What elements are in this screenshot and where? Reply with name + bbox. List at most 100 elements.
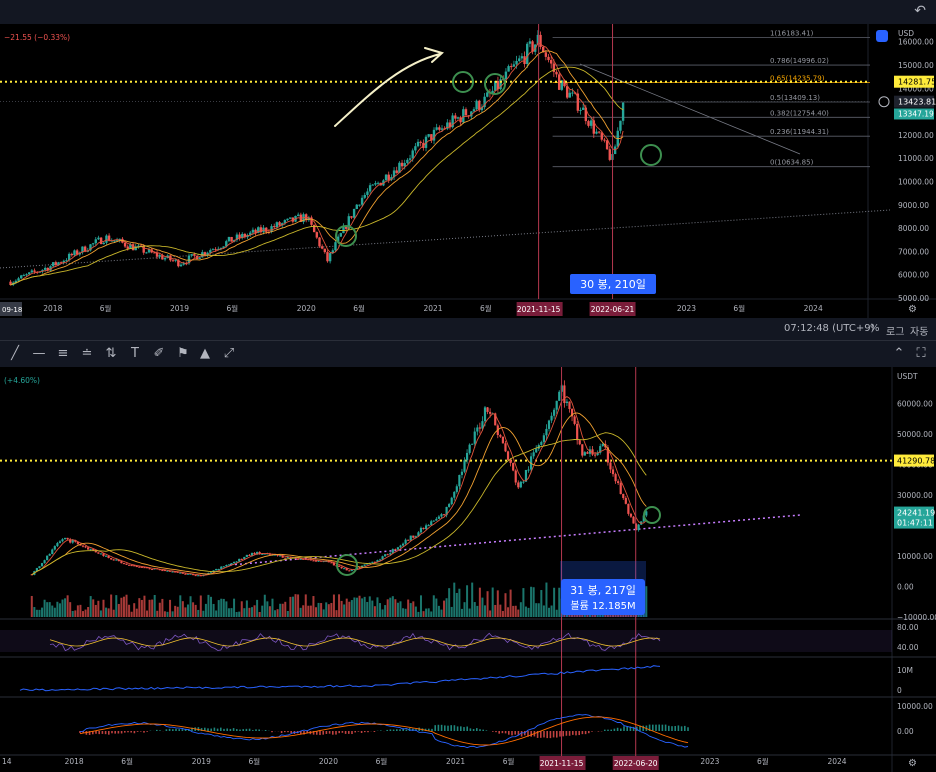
candle-body [273, 554, 277, 556]
x-tick-label: 6월 [248, 756, 260, 766]
candle-body [258, 552, 261, 555]
top-chart: 1(16183.41) 0.786(14996.02) 0.65(14235.79)… [0, 24, 936, 318]
candle-body [392, 170, 396, 178]
candle-body [409, 535, 412, 541]
macd-histogram-bar [341, 731, 344, 733]
candle-body [509, 459, 512, 464]
volume-bar [309, 605, 312, 617]
volume-bar [166, 611, 169, 617]
macd-histogram-bar [581, 731, 584, 735]
candle-body [40, 563, 44, 567]
candle-body [225, 564, 228, 567]
candle-body [565, 86, 569, 98]
x-tick-label: 2023 [700, 757, 719, 766]
macd-histogram-bar [136, 731, 139, 732]
candle-body [563, 80, 566, 87]
top-chart-pane[interactable]: 1(16183.41) 0.786(14996.02) 0.65(14235.79)… [0, 24, 936, 318]
horizontal-ray-icon[interactable]: — [32, 346, 46, 361]
y-tick-label: 30000.00 [897, 491, 933, 500]
brush-icon[interactable]: ✐ [153, 346, 165, 361]
flag-icon[interactable]: ⚑ [177, 346, 189, 361]
candle-body [209, 572, 213, 574]
candle-body [138, 566, 141, 568]
moving-average-line [31, 395, 647, 576]
measure-icon[interactable]: ⤢ [223, 346, 235, 361]
long-position-icon[interactable]: ⇅ [105, 346, 117, 361]
macd-histogram-bar [335, 731, 337, 735]
volume-bar [117, 603, 120, 617]
macd-histogram-bar [469, 728, 472, 731]
candle-body [97, 237, 100, 240]
candle-body [425, 525, 428, 529]
collapse-icon[interactable]: ⌃ [893, 346, 905, 361]
parallel-channel-icon[interactable]: ≡ [57, 346, 69, 361]
candle-body [33, 270, 36, 272]
candle-body [473, 431, 476, 444]
highlight-circle [643, 506, 661, 524]
macd-histogram-bar [562, 731, 564, 737]
candle-body [378, 559, 382, 561]
y-tick-label: 16000.00 [898, 38, 934, 47]
candle-body [576, 93, 580, 111]
candle-body [65, 260, 68, 262]
candle-body [448, 122, 452, 128]
candle-body [266, 553, 269, 555]
auto-toggle[interactable]: 자동 [910, 327, 929, 338]
fullscreen-icon[interactable]: ⛶ [916, 346, 926, 361]
macd-histogram-bar [642, 725, 644, 731]
candle-body [480, 107, 484, 111]
volume-bar [540, 590, 543, 617]
candle-body [74, 540, 77, 542]
macd-histogram-bar [92, 731, 94, 735]
volume-bar [425, 608, 428, 617]
candle-body [499, 435, 502, 437]
macd-histogram-bar [328, 731, 331, 734]
pattern-icon[interactable]: ▲ [200, 346, 210, 361]
moving-average-line [10, 50, 624, 286]
macd-tick-label: 10000.00 [897, 702, 933, 711]
candle-body [318, 237, 321, 247]
candle-body [99, 237, 103, 245]
volume-bar [138, 598, 141, 617]
candle-body [491, 90, 494, 94]
volume-bar [107, 608, 110, 617]
macd-histogram-bar [338, 731, 340, 734]
undo-arrow-icon[interactable]: ↶ [914, 3, 926, 19]
volume-bar [240, 601, 243, 617]
candle-body [22, 275, 26, 277]
macd-histogram-bar [584, 731, 587, 735]
candle-body [440, 514, 443, 517]
macd-histogram-bar [588, 731, 590, 734]
top-trend-line [579, 63, 801, 155]
macd-histogram-bar [607, 729, 609, 731]
candle-body [189, 573, 192, 575]
volume-bar [148, 599, 151, 617]
candle-body [179, 264, 183, 267]
candle-body [599, 446, 602, 453]
macd-histogram-bar [664, 724, 667, 731]
candle-body [617, 481, 620, 483]
log-toggle[interactable]: 로그 [886, 327, 905, 338]
candle-body [123, 242, 127, 247]
x-date-left-label: 09-18 [2, 306, 22, 314]
candle-body [486, 407, 489, 412]
text-tool-icon[interactable]: T [131, 346, 139, 361]
macd-histogram-bar [322, 731, 324, 735]
candle-body [406, 159, 409, 164]
macd-histogram-bar [168, 728, 171, 731]
candle-body [174, 571, 177, 573]
candle-body [557, 74, 561, 90]
candle-body [312, 224, 316, 233]
date-marker-box-2 [589, 302, 636, 316]
trend-line-icon[interactable]: ╱ [11, 346, 19, 361]
candle-body [389, 553, 392, 555]
macd-histogram-bar [172, 729, 174, 731]
candle-body [368, 562, 371, 564]
percent-toggle[interactable]: % [870, 323, 880, 334]
candle-body [637, 524, 640, 531]
candle-body [334, 242, 337, 251]
fib-retracement-icon[interactable]: ≐ [81, 346, 93, 361]
volume-bar [448, 588, 451, 617]
date-marker-label-1: 2021-11-15 [517, 305, 561, 314]
